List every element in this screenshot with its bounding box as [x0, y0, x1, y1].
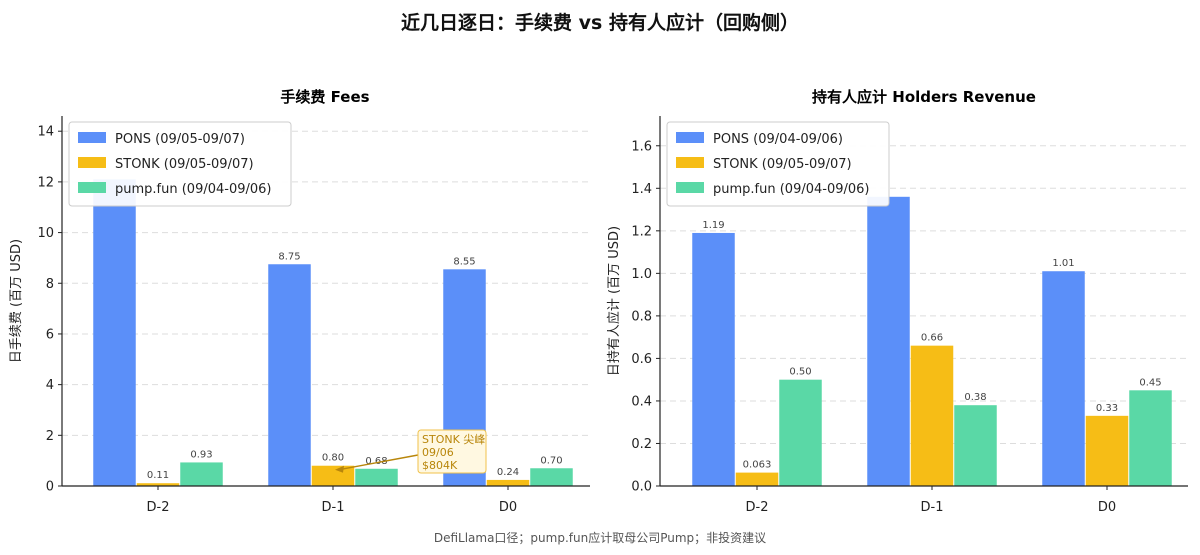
x-tick-label: D-2 — [147, 500, 170, 515]
annotation-text: 09/06 — [422, 446, 454, 459]
x-tick-label: D0 — [499, 500, 517, 515]
data-label: 0.33 — [1096, 403, 1118, 414]
bar-pump — [779, 379, 822, 486]
y-tick-label: 0.6 — [631, 352, 652, 367]
legend-swatch — [78, 157, 106, 168]
bar-pons — [692, 232, 735, 486]
y-tick-label: 12 — [37, 175, 54, 190]
annotation-arrow-head — [335, 465, 344, 473]
y-tick-label: 2 — [46, 429, 54, 444]
data-label: 0.70 — [540, 455, 562, 466]
x-tick-label: D-2 — [746, 500, 769, 515]
legend-label: pump.fun (09/04-09/06) — [713, 182, 870, 197]
y-axis-label: 日手续费 (百万 USD) — [9, 239, 24, 363]
y-tick-label: 1.4 — [631, 182, 652, 197]
legend-box — [68, 121, 292, 207]
legend-swatch — [676, 157, 704, 168]
data-label: 0.45 — [1139, 377, 1161, 388]
legend-swatch — [78, 132, 106, 143]
data-label: 8.55 — [453, 256, 475, 267]
y-tick-label: 1.0 — [631, 267, 652, 282]
data-label: 1.19 — [702, 220, 724, 231]
legend-label: STONK (09/05-09/07) — [115, 157, 254, 172]
bar-pons — [867, 196, 910, 486]
y-tick-label: 0.2 — [631, 437, 652, 452]
bar-stonk — [735, 472, 779, 486]
legend-label: PONS (09/04-09/06) — [713, 132, 843, 147]
data-label: 0.66 — [921, 333, 943, 344]
bar-pons — [268, 264, 311, 486]
figure-title: 近几日逐日：手续费 vs 持有人应计（回购侧） — [401, 12, 799, 34]
y-axis-label: 日持有人应计 (百万 USD) — [606, 226, 622, 376]
bar-pump — [530, 468, 573, 486]
annotation-text: $804K — [422, 459, 458, 472]
bar-pump — [954, 405, 997, 486]
y-tick-label: 0.4 — [631, 394, 652, 409]
legend-swatch — [676, 132, 704, 143]
y-tick-label: 10 — [37, 226, 54, 241]
bar-pump — [180, 462, 223, 486]
y-tick-label: 1.2 — [631, 224, 652, 239]
bar-pump — [355, 468, 398, 486]
bar-stonk — [1085, 415, 1129, 486]
bar-stonk — [136, 483, 180, 486]
y-tick-label: 14 — [37, 125, 54, 140]
data-label: 0.80 — [322, 453, 344, 464]
annotation-box — [417, 429, 487, 474]
legend-label: pump.fun (09/04-09/06) — [115, 182, 272, 197]
data-label: 1.01 — [1052, 258, 1074, 269]
panel-title: 持有人应计 Holders Revenue — [812, 88, 1036, 106]
legend-swatch — [676, 182, 704, 193]
data-label: 0.50 — [789, 367, 811, 378]
y-tick-label: 0.8 — [631, 309, 652, 324]
data-label: 0.38 — [964, 392, 986, 403]
data-label: 8.75 — [278, 251, 300, 262]
annotation-arrow-line — [338, 454, 419, 471]
legend-box — [666, 121, 890, 207]
x-tick-label: D0 — [1098, 500, 1116, 515]
x-tick-label: D-1 — [322, 500, 345, 515]
y-tick-label: 0.0 — [631, 480, 652, 495]
data-label: 0.11 — [147, 470, 169, 481]
annotation-text: STONK 尖峰 — [422, 433, 485, 446]
y-tick-label: 4 — [46, 378, 54, 393]
x-tick-label: D-1 — [921, 500, 944, 515]
bar-pump — [1129, 390, 1172, 486]
panel-title: 手续费 Fees — [280, 88, 369, 106]
bar-pons — [93, 179, 136, 486]
footnote: DefiLlama口径；pump.fun应计取母公司Pump；非投资建议 — [433, 531, 767, 545]
y-tick-label: 0 — [46, 480, 54, 495]
legend-label: STONK (09/05-09/07) — [713, 157, 852, 172]
data-label: 0.063 — [743, 460, 772, 471]
legend-label: PONS (09/05-09/07) — [115, 132, 245, 147]
legend-swatch — [78, 182, 106, 193]
bar-pons — [1042, 271, 1085, 486]
y-tick-label: 1.6 — [631, 139, 652, 154]
bar-stonk — [910, 345, 954, 486]
bar-stonk — [311, 465, 355, 486]
data-label: 0.93 — [190, 449, 212, 460]
data-label: 0.68 — [365, 456, 387, 467]
data-label: 0.24 — [497, 467, 519, 478]
y-tick-label: 8 — [46, 277, 54, 292]
bar-stonk — [486, 479, 530, 486]
y-tick-label: 6 — [46, 327, 54, 342]
